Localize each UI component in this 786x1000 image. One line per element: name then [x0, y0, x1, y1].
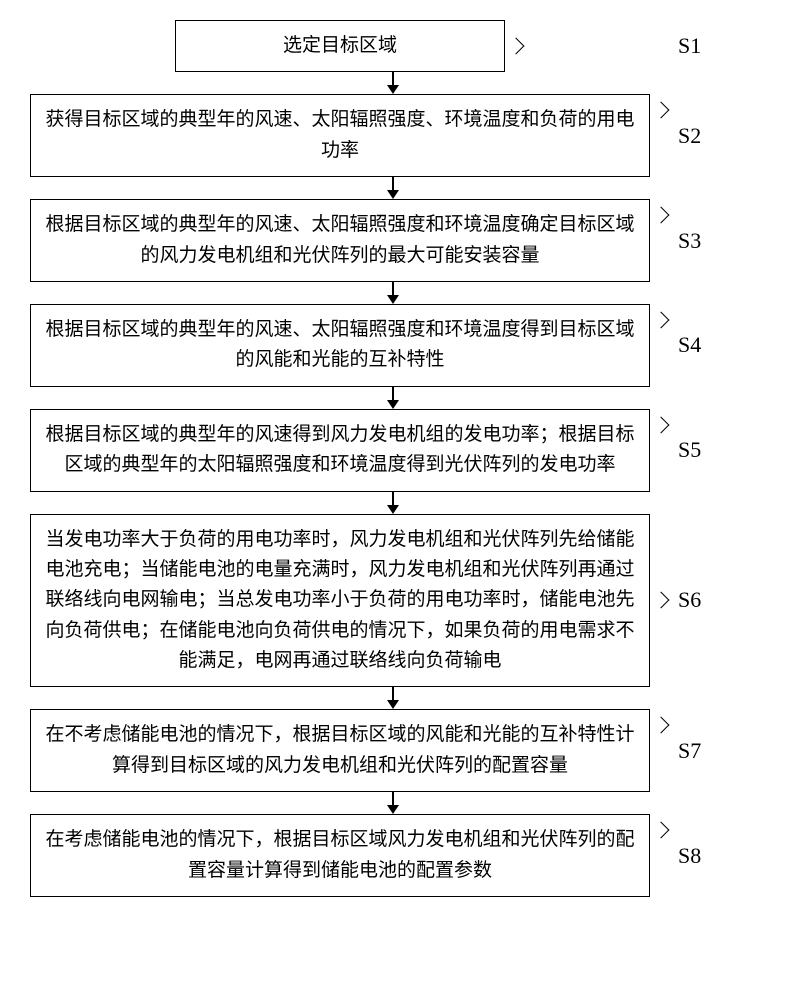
label-connector [653, 207, 670, 224]
step-row: 获得目标区域的典型年的风速、太阳辐照强度、环境温度和负荷的用电功率 S2 [30, 94, 756, 177]
arrow [83, 72, 703, 94]
step-label: S7 [678, 738, 701, 764]
arrow [83, 282, 703, 304]
step-row: 当发电功率大于负荷的用电功率时，风力发电机组和光伏阵列先给储能电池充电；当储能电… [30, 514, 756, 688]
step-text: 根据目标区域的典型年的风速得到风力发电机组的发电功率；根据目标区域的典型年的太阳… [45, 420, 635, 481]
step-box-s6: 当发电功率大于负荷的用电功率时，风力发电机组和光伏阵列先给储能电池充电；当储能电… [30, 514, 650, 688]
step-row: 根据目标区域的典型年的风速、太阳辐照强度和环境温度确定目标区域的风力发电机组和光… [30, 199, 756, 282]
step-text: 选定目标区域 [283, 31, 397, 61]
step-row: 选定目标区域 S1 [30, 20, 756, 72]
label-connector [653, 416, 670, 433]
step-text: 根据目标区域的典型年的风速、太阳辐照强度和环境温度确定目标区域的风力发电机组和光… [45, 210, 635, 271]
step-box-s7: 在不考虑储能电池的情况下，根据目标区域的风能和光能的互补特性计算得到目标区域的风… [30, 709, 650, 792]
step-box-s3: 根据目标区域的典型年的风速、太阳辐照强度和环境温度确定目标区域的风力发电机组和光… [30, 199, 650, 282]
step-row: 在考虑储能电池的情况下，根据目标区域风力发电机组和光伏阵列的配置容量计算得到储能… [30, 814, 756, 897]
arrow [83, 177, 703, 199]
step-label: S1 [678, 33, 701, 59]
step-text: 当发电功率大于负荷的用电功率时，风力发电机组和光伏阵列先给储能电池充电；当储能电… [45, 525, 635, 677]
step-label: S4 [678, 332, 701, 358]
step-label: S6 [678, 587, 701, 613]
step-label: S2 [678, 123, 701, 149]
step-text: 在考虑储能电池的情况下，根据目标区域风力发电机组和光伏阵列的配置容量计算得到储能… [45, 825, 635, 886]
step-label: S8 [678, 843, 701, 869]
step-label: S5 [678, 437, 701, 463]
step-text: 根据目标区域的典型年的风速、太阳辐照强度和环境温度得到目标区域的风能和光能的互补… [45, 315, 635, 376]
label-connector [653, 311, 670, 328]
label-connector [653, 717, 670, 734]
label-connector [653, 592, 670, 609]
step-box-s2: 获得目标区域的典型年的风速、太阳辐照强度、环境温度和负荷的用电功率 [30, 94, 650, 177]
step-row: 根据目标区域的典型年的风速、太阳辐照强度和环境温度得到目标区域的风能和光能的互补… [30, 304, 756, 387]
arrow [83, 387, 703, 409]
step-box-s4: 根据目标区域的典型年的风速、太阳辐照强度和环境温度得到目标区域的风能和光能的互补… [30, 304, 650, 387]
arrow [83, 792, 703, 814]
step-box-s8: 在考虑储能电池的情况下，根据目标区域风力发电机组和光伏阵列的配置容量计算得到储能… [30, 814, 650, 897]
arrow [83, 687, 703, 709]
step-box-s1: 选定目标区域 [175, 20, 505, 72]
step-label: S3 [678, 228, 701, 254]
label-connector [508, 38, 525, 55]
step-box-s5: 根据目标区域的典型年的风速得到风力发电机组的发电功率；根据目标区域的典型年的太阳… [30, 409, 650, 492]
label-connector [653, 822, 670, 839]
step-row: 根据目标区域的典型年的风速得到风力发电机组的发电功率；根据目标区域的典型年的太阳… [30, 409, 756, 492]
arrow [83, 492, 703, 514]
flowchart-container: 选定目标区域 S1 获得目标区域的典型年的风速、太阳辐照强度、环境温度和负荷的用… [30, 20, 756, 897]
step-row: 在不考虑储能电池的情况下，根据目标区域的风能和光能的互补特性计算得到目标区域的风… [30, 709, 756, 792]
step-text: 在不考虑储能电池的情况下，根据目标区域的风能和光能的互补特性计算得到目标区域的风… [45, 720, 635, 781]
label-connector [653, 102, 670, 119]
step-text: 获得目标区域的典型年的风速、太阳辐照强度、环境温度和负荷的用电功率 [45, 105, 635, 166]
